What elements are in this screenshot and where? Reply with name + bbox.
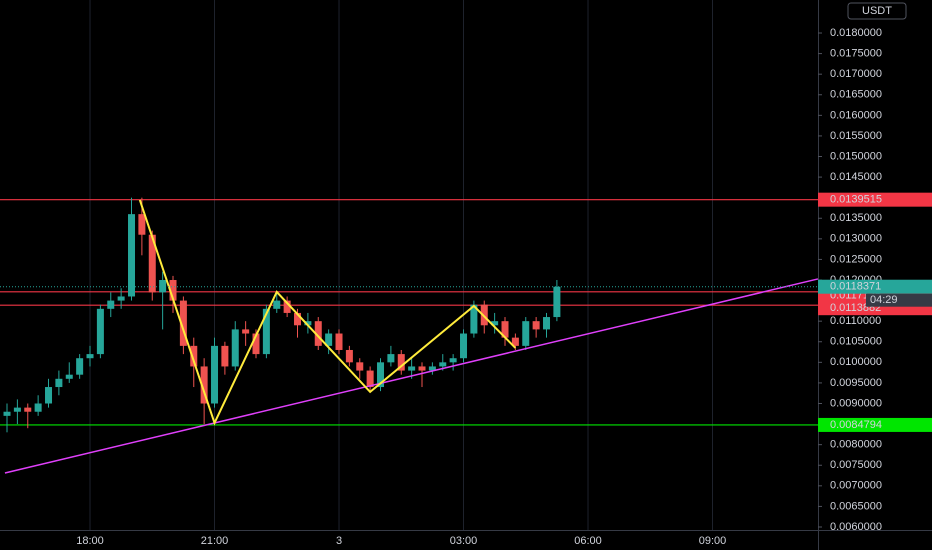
- candle-body: [345, 349, 353, 363]
- candle-body: [397, 354, 405, 371]
- candle-body: [231, 329, 239, 367]
- candle-body: [252, 333, 260, 355]
- candle-body: [304, 321, 312, 326]
- y-tick-label: 0.0175000: [830, 48, 882, 60]
- x-tick-label: 09:00: [699, 535, 727, 547]
- trendline: [4, 278, 819, 474]
- candle-body: [24, 407, 32, 412]
- currency-label: USDT: [862, 5, 892, 17]
- candle-body: [356, 362, 364, 371]
- y-tick-label: 0.0180000: [830, 27, 882, 39]
- currency-badge[interactable]: [847, 2, 907, 20]
- y-tick-label: 0.0080000: [830, 439, 882, 451]
- y-tick-label: 0.0135000: [830, 212, 882, 224]
- candle-body: [522, 321, 530, 346]
- candle-body: [377, 362, 385, 388]
- candle-body: [314, 321, 322, 346]
- candle-body: [3, 411, 11, 416]
- candle-body: [138, 214, 146, 235]
- y-tick-label: 0.0070000: [830, 480, 882, 492]
- y-tick-label: 0.0110000: [830, 315, 881, 327]
- candle-body: [86, 354, 94, 359]
- candle-body: [211, 345, 219, 404]
- y-tick-label: 0.0170000: [830, 68, 882, 80]
- candle-body: [13, 407, 21, 412]
- candle-body: [294, 312, 302, 326]
- candle-body: [179, 300, 187, 346]
- candle-body: [532, 321, 540, 330]
- candle-body: [491, 321, 499, 326]
- y-tick-label: 0.0160000: [830, 109, 882, 121]
- candle-body: [128, 214, 136, 297]
- x-tick-label: 03:00: [450, 535, 478, 547]
- candle-body: [449, 358, 457, 363]
- x-tick-label: 21:00: [201, 535, 229, 547]
- price-tag-label: 0.0139515: [830, 194, 882, 206]
- candle-body: [169, 280, 177, 301]
- candle-body: [460, 333, 468, 359]
- candle-body: [159, 280, 167, 293]
- price-tag-label: 0.0084794: [830, 419, 882, 431]
- candle-body: [221, 345, 229, 367]
- candle-body: [190, 345, 198, 367]
- candle-body: [65, 374, 73, 379]
- candle-body: [553, 286, 561, 318]
- candle-body: [262, 308, 270, 355]
- candle-body: [511, 337, 519, 346]
- candle-body: [55, 378, 63, 388]
- y-tick-label: 0.0165000: [830, 89, 882, 101]
- candle-body: [428, 366, 436, 371]
- axes: 18:00 21:00 3 03:00 06:00 09:00 0.0060000 0.006…: [76, 27, 932, 547]
- plot: [0, 0, 819, 530]
- candle-body: [96, 308, 104, 355]
- x-tick-label: 06:00: [574, 535, 602, 547]
- countdown: 04:29: [870, 294, 898, 306]
- y-tick-label: 0.0125000: [830, 253, 882, 265]
- candle-body: [335, 333, 343, 350]
- candle-body: [501, 321, 509, 338]
- candle-body: [366, 370, 374, 388]
- candle-body: [34, 403, 42, 412]
- candle-body: [45, 387, 53, 404]
- countdown-box: [866, 293, 932, 307]
- y-tick-label: 0.0105000: [830, 336, 882, 348]
- candle-body: [470, 304, 478, 334]
- candle-body: [200, 366, 208, 404]
- candle-body: [148, 234, 156, 293]
- candle-body: [325, 333, 333, 346]
- zigzag: [138, 199, 517, 426]
- candle-body: [480, 304, 488, 326]
- y-tick-label: 0.0090000: [830, 397, 882, 409]
- candle-body: [117, 296, 125, 301]
- price-tag-label: 0.0118371: [830, 281, 881, 293]
- price-tag: [818, 279, 932, 294]
- candle-body: [543, 317, 551, 330]
- price-tag: [818, 417, 932, 432]
- x-tick-label: 3: [336, 535, 342, 547]
- y-tick-label: 0.0095000: [830, 377, 882, 389]
- y-tick-label: 0.0155000: [830, 130, 882, 142]
- x-tick-label: 18:00: [76, 535, 104, 547]
- y-tick-label: 0.0075000: [830, 459, 882, 471]
- candle-body: [107, 300, 115, 309]
- candle-body: [283, 300, 291, 313]
- y-tick-label: 0.0100000: [830, 356, 882, 368]
- candle-body: [76, 358, 84, 375]
- candle-body: [273, 300, 281, 309]
- y-tick-label: 0.0145000: [830, 171, 882, 183]
- candle-body: [439, 362, 447, 367]
- candle-body: [242, 329, 250, 334]
- candle-body: [408, 366, 416, 371]
- candle-body: [387, 354, 395, 363]
- candle-body: [418, 366, 426, 371]
- price-tag: [818, 192, 932, 207]
- y-tick-label: 0.0150000: [830, 150, 882, 162]
- y-tick-label: 0.0065000: [830, 500, 882, 512]
- y-tick-label: 0.0060000: [830, 521, 882, 533]
- y-tick-label: 0.0130000: [830, 233, 882, 245]
